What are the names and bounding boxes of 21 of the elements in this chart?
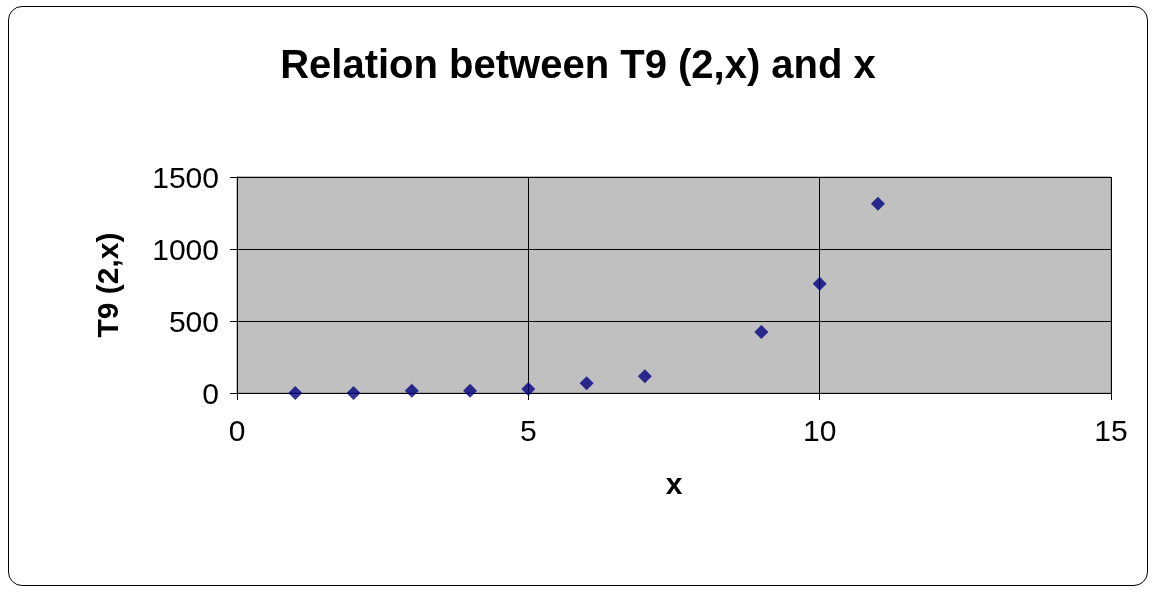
point <box>637 369 652 384</box>
point <box>521 382 536 397</box>
y-axis-title: T9 (2,x) <box>90 232 124 338</box>
x-tick-label: 10 <box>802 413 837 447</box>
point <box>346 386 361 400</box>
x-axis-title: x <box>665 466 683 500</box>
point <box>870 196 885 211</box>
point <box>754 324 769 339</box>
x-tick-label: 0 <box>228 413 246 447</box>
point <box>579 376 594 391</box>
point <box>404 383 419 398</box>
x-tick-label: 5 <box>519 413 537 447</box>
point <box>812 276 827 291</box>
y-tick-label: 0 <box>202 376 219 410</box>
y-tick-label: 500 <box>168 304 219 338</box>
x-tick-label: 15 <box>1094 413 1128 447</box>
point <box>463 383 478 398</box>
chart-title: Relation between T9 (2,x) and x <box>280 42 876 86</box>
point <box>288 386 303 400</box>
y-tick-label: 1000 <box>152 232 219 266</box>
y-tick-label: 1500 <box>152 160 219 194</box>
